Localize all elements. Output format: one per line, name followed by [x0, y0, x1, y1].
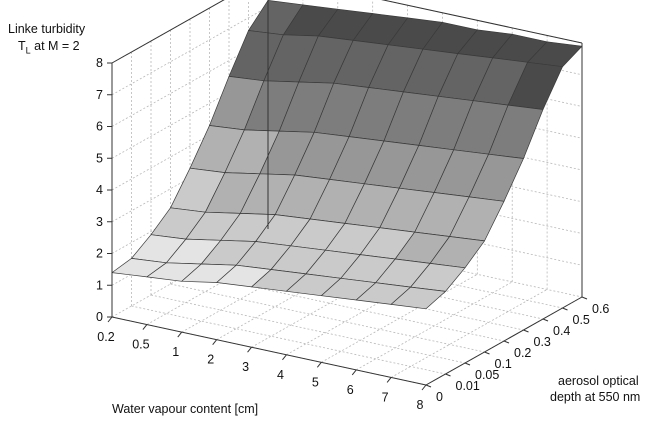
x-tick-mark: [316, 362, 322, 368]
x-tick-mark: [247, 346, 252, 353]
y-tick-label: 0.2: [514, 346, 531, 360]
floor-gridline-y: [170, 283, 485, 353]
z-title-base: T: [18, 39, 26, 53]
y-tick-label: 0.6: [592, 302, 609, 316]
top-right-edge: [381, 0, 583, 44]
y-tick-mark: [562, 307, 568, 311]
axes: [107, 0, 588, 391]
z-tick-label: 4: [96, 183, 103, 197]
z-tick-label: 0: [96, 310, 103, 324]
y-tick-mark: [581, 296, 588, 300]
y-tick-mark: [523, 329, 529, 333]
z-tick-label: 3: [96, 215, 103, 229]
y-tick-label: 0.3: [534, 335, 551, 349]
tick-labels: 0123456780.20.51234567800.010.050.10.20.…: [96, 56, 609, 412]
y-tick-mark: [484, 351, 490, 355]
z-tick-label: 7: [96, 88, 103, 102]
x-tick-label: 0.5: [132, 338, 149, 352]
z-axis-title-line1: Linke turbidity: [8, 22, 86, 36]
x-tick-label: 8: [417, 398, 424, 412]
x-tick-label: 2: [207, 353, 214, 367]
x-tick-label: 0.2: [97, 330, 114, 344]
x-axis-label: Water vapour content [cm]: [112, 402, 258, 416]
y-tick-label: 0: [436, 390, 443, 404]
floor-gridline-x: [321, 273, 478, 363]
x-tick-mark: [107, 316, 113, 323]
x-tick-mark: [351, 369, 357, 376]
y-tick-label: 0.5: [573, 313, 590, 327]
x-tick-label: 1: [172, 345, 179, 359]
x-tick-mark: [386, 377, 392, 383]
z-tick-label: 5: [96, 151, 103, 165]
y-tick-label: 0.05: [475, 368, 499, 382]
x-tick-mark: [282, 354, 287, 361]
x-tick-label: 5: [312, 375, 319, 389]
y-tick-label: 0.1: [495, 357, 512, 371]
y-tick-mark: [425, 384, 432, 388]
x-tick-label: 6: [347, 383, 354, 397]
floor-gridline-y: [131, 305, 446, 375]
floor-gridline-y: [150, 294, 466, 364]
z-tick-label: 8: [96, 56, 103, 70]
y-axis-label-line2: depth at 550 nm: [550, 390, 640, 404]
z-title-subscript: L: [25, 45, 31, 56]
z-title-rest: at M = 2: [30, 39, 80, 53]
y-axis-label-line1: aerosol optical: [558, 374, 639, 388]
x-tick-mark: [212, 339, 218, 345]
x-tick-mark: [421, 384, 427, 391]
x-tick-label: 3: [242, 360, 249, 374]
z-tick-label: 1: [96, 278, 103, 292]
z-axis-title-line2: TL at M = 2: [18, 39, 80, 56]
x-tick-mark: [142, 324, 148, 330]
top-left-edge: [111, 0, 225, 64]
y-tick-mark: [464, 362, 471, 366]
y-tick-mark: [445, 373, 451, 377]
surface-mesh: [111, 0, 583, 310]
x-tick-label: 4: [277, 368, 284, 382]
x-axis-line: [111, 316, 427, 386]
surface-patch: [390, 286, 446, 310]
y-tick-label: 0.4: [553, 324, 570, 338]
z-tick-label: 6: [96, 120, 103, 134]
z-tick-label: 2: [96, 247, 103, 261]
y-tick-label: 0.01: [456, 379, 480, 393]
y-tick-mark: [542, 318, 549, 322]
y-tick-mark: [503, 340, 510, 344]
x-tick-label: 7: [382, 390, 389, 404]
x-tick-mark: [177, 331, 183, 338]
